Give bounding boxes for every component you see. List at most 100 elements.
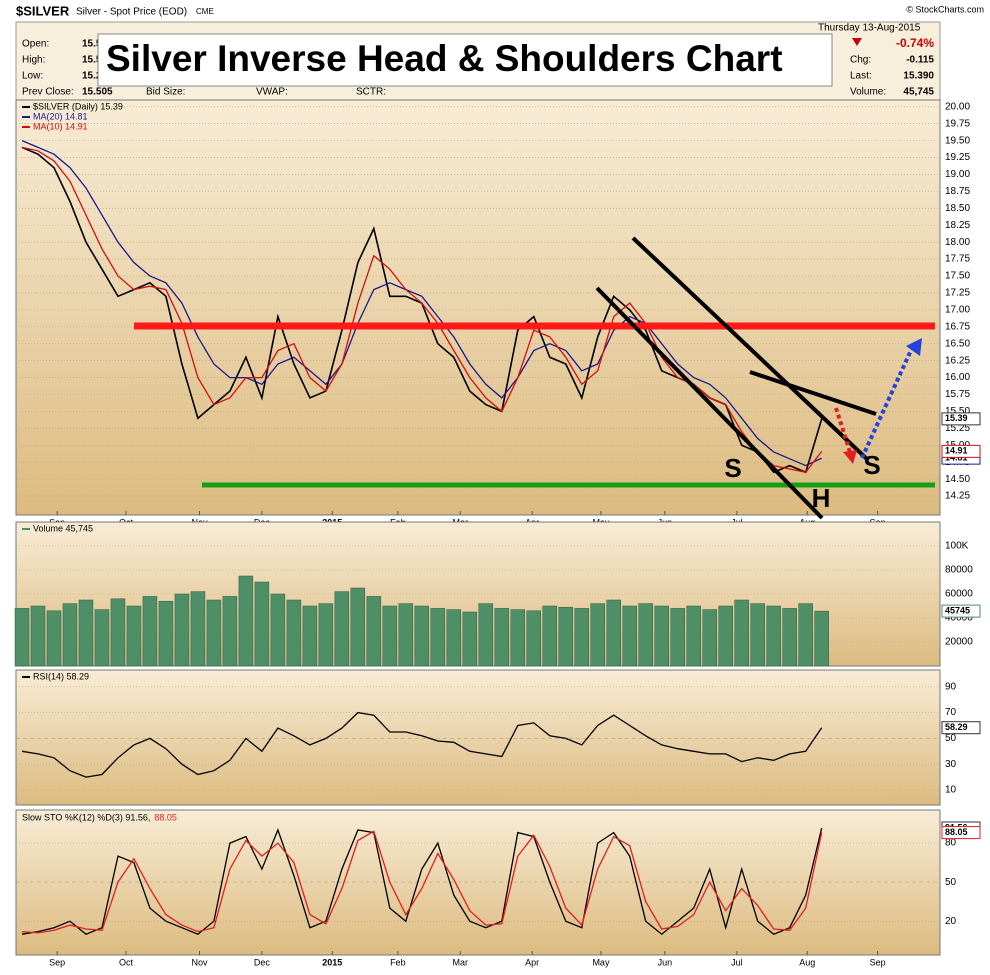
y-tick-label: 20 [945, 916, 957, 927]
price-tag [941, 444, 981, 458]
y-tick-label: 14.25 [945, 491, 970, 502]
y-tick-label: 90 [945, 681, 957, 692]
bar [446, 609, 462, 667]
field-value: 15.5 [82, 39, 102, 50]
annotation: S [863, 450, 880, 480]
bar [494, 608, 510, 667]
bar [62, 603, 78, 667]
bar [238, 575, 254, 667]
price-tag [941, 721, 981, 735]
date: Thursday 13-Aug-2015 [818, 23, 921, 34]
legend-label: $SILVER (Daily) 15.39 [33, 101, 123, 111]
y-tick-label: 14.50 [945, 474, 970, 485]
annotations: S H S Silver Inverse Head & Shoulders Ch… [97, 33, 935, 520]
y-tick-label: 80000 [945, 565, 973, 576]
x-tick-label: Dec [254, 957, 271, 967]
bar [478, 603, 494, 667]
y-tick-label: 17.75 [945, 254, 970, 265]
bar [190, 591, 206, 667]
header: $SILVER Silver - Spot Price (EOD) CME Th… [16, 3, 984, 97]
bar [782, 608, 797, 667]
red-arrow-head [843, 450, 857, 464]
legend-label: MA(10) 14.91 [33, 121, 88, 131]
y-tick-label: 15.25 [945, 423, 970, 434]
title-box [97, 33, 833, 87]
bar [206, 599, 222, 667]
x-tick-label: Oct [119, 957, 134, 967]
bar [542, 605, 558, 667]
bar [254, 581, 270, 667]
bar [14, 608, 30, 667]
y-tick-label: 60000 [945, 589, 973, 600]
y-tick-label: 100K [945, 541, 969, 552]
price-tag [941, 412, 981, 426]
bar [686, 605, 701, 667]
bar [46, 610, 62, 667]
x-tick-label: 2015 [322, 957, 342, 967]
bar [510, 609, 526, 667]
neckline [749, 370, 877, 416]
y-tick-label: 17.25 [945, 288, 970, 299]
bar [318, 603, 334, 667]
x-tick-label: Sep [870, 957, 886, 967]
panel [15, 809, 941, 956]
bar [158, 600, 174, 667]
legend-label: MA(20) 14.81 [33, 111, 88, 121]
annotation: S [724, 453, 741, 483]
field-label: High: [22, 55, 45, 66]
y-tick-label: 17.50 [945, 271, 970, 282]
x-tick-label: Feb [390, 957, 406, 967]
field-label: Last: [850, 71, 872, 82]
field-value: 15.5 [82, 55, 102, 66]
chart-title: Silver Inverse Head & Shoulders Chart [106, 38, 783, 79]
x-tick-label: Aug [799, 957, 815, 967]
description: Silver - Spot Price (EOD) [76, 7, 187, 18]
bar [798, 603, 813, 667]
y-tick-label: 18.25 [945, 220, 970, 231]
bar [558, 606, 574, 667]
bar [670, 608, 685, 667]
y-tick-label: 70 [945, 707, 957, 718]
exchange: CME [196, 7, 214, 16]
bar [30, 605, 46, 667]
series-line [21, 830, 823, 934]
series-line [21, 827, 823, 936]
field-label: VWAP: [256, 87, 288, 98]
field-value: 15.505 [82, 87, 113, 98]
y-tick-label: 19.25 [945, 152, 970, 163]
x-tick-label: Mar [452, 957, 468, 967]
red-arrow [834, 407, 852, 453]
y-tick-label: 16.75 [945, 321, 970, 332]
bar [142, 596, 158, 667]
bar [718, 605, 733, 667]
y-tick-label: 15.75 [945, 389, 970, 400]
bar [398, 603, 414, 667]
field-label: Open: [22, 39, 49, 50]
y-tick-label: 15.50 [945, 406, 970, 417]
legend-label: RSI(14) 58.29 [33, 671, 89, 681]
bar [110, 598, 126, 667]
field-label: SCTR: [356, 87, 386, 98]
bar [126, 605, 142, 667]
symbol: $SILVER [16, 3, 70, 18]
field-label: Prev Close: [22, 87, 74, 98]
bar [766, 605, 781, 667]
bar [222, 596, 238, 667]
price-tag [941, 826, 981, 840]
bar [734, 599, 749, 667]
price-tag-label: 45745 [945, 605, 970, 615]
bar [814, 610, 829, 667]
panel [15, 99, 941, 516]
x-tick-label: Nov [192, 957, 209, 967]
y-tick-label: 50 [945, 733, 957, 744]
copyright: © StockCharts.com [906, 4, 984, 14]
y-tick-label: 20.00 [945, 101, 970, 112]
channel-line [631, 236, 870, 462]
bar [590, 603, 605, 667]
bar [574, 608, 590, 667]
bar [174, 593, 190, 667]
bar [78, 599, 94, 667]
field-label: Chg: [850, 55, 871, 66]
field-value: 45,745 [903, 87, 934, 98]
bar [334, 591, 350, 667]
